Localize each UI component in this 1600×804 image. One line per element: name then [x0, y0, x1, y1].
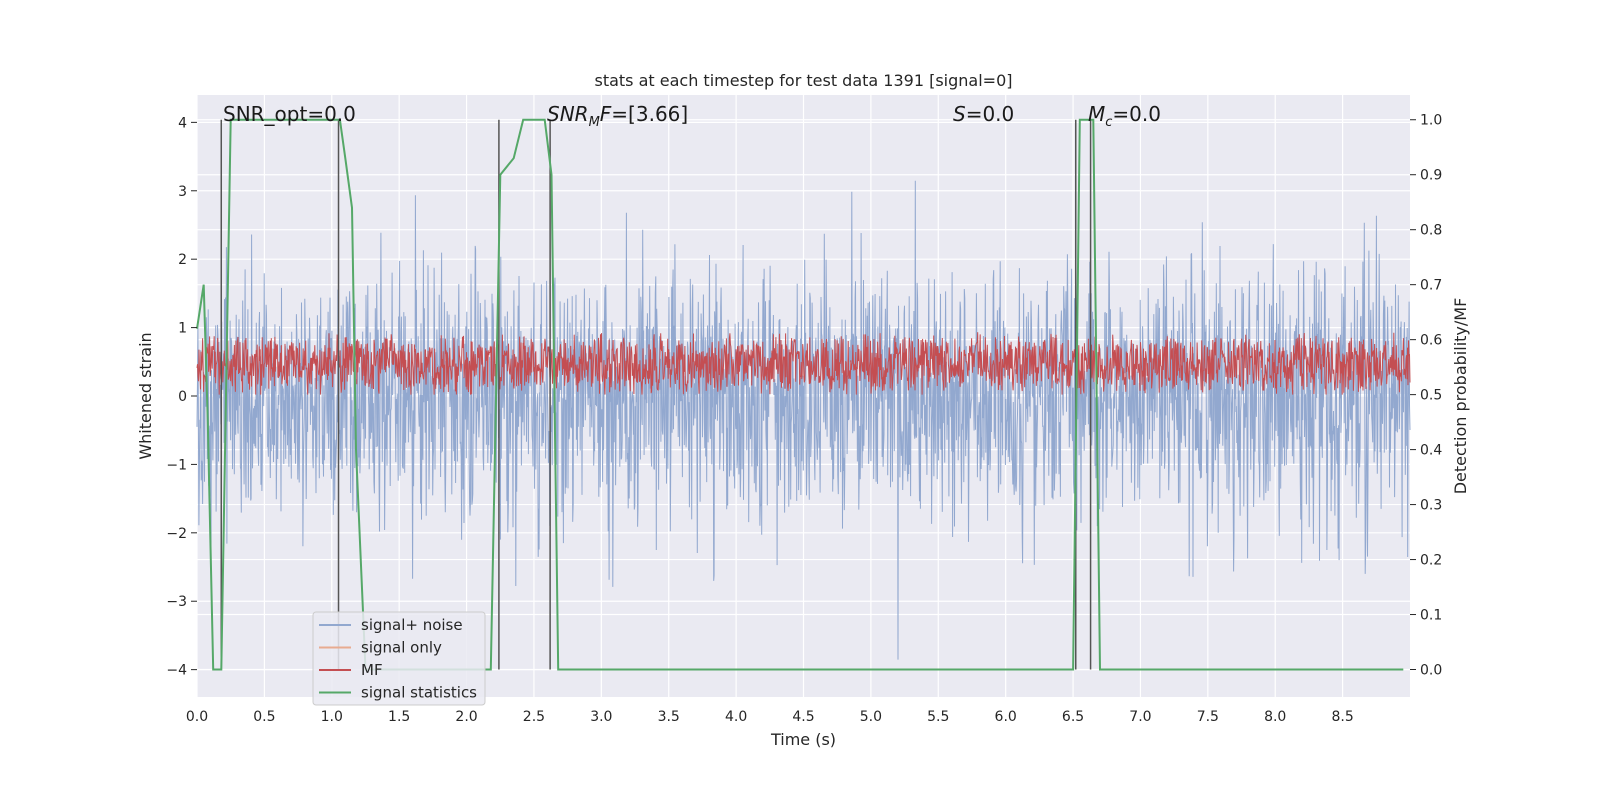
- x-tick-label: 5.0: [860, 709, 882, 725]
- x-tick-label: 1.5: [388, 709, 410, 725]
- y2-tick-label: 1.0: [1420, 113, 1442, 129]
- y-tick-label: −2: [166, 526, 187, 542]
- x-tick-label: 8.5: [1331, 709, 1353, 725]
- signal-noise-line: [196, 180, 1411, 660]
- x-tick-label: 4.5: [792, 709, 814, 725]
- y2-tick-label: 0.6: [1420, 333, 1442, 349]
- y-tick-label: 2: [178, 252, 187, 268]
- annotation-label: SNRMF=[3.66]: [547, 102, 688, 130]
- legend-label: signal statistics: [361, 684, 477, 702]
- x-tick-label: 2.0: [455, 709, 477, 725]
- y-tick-label: 1: [178, 321, 187, 337]
- annotation-label: Mc=0.0: [1088, 102, 1161, 130]
- x-tick-label: 4.0: [725, 709, 747, 725]
- x-tick-label: 6.0: [995, 709, 1017, 725]
- y-tick-label: −3: [166, 594, 187, 610]
- y2-tick-label: 0.3: [1420, 498, 1442, 514]
- legend: signal+ noise signal only MF signal statist…: [312, 611, 486, 706]
- legend-label: signal only: [361, 639, 442, 657]
- x-tick-label: 3.5: [658, 709, 680, 725]
- ticks: 0.0 0.5 1.0 1.5 2.0 2.5 3.0 3.5 4.0 4.5 5.0 5.5 6.0 6…: [166, 113, 1442, 725]
- x-axis-title: Time (s): [770, 730, 836, 749]
- annotation-label: SNR_opt=0.0: [223, 102, 356, 126]
- signal-statistics-series: [196, 118, 1404, 671]
- x-tick-label: 8.0: [1264, 709, 1286, 725]
- y-tick-label: −4: [166, 663, 187, 679]
- x-tick-label: 6.5: [1062, 709, 1084, 725]
- chart-title: stats at each timestep for test data 139…: [594, 71, 1012, 90]
- x-tick-label: 2.5: [523, 709, 545, 725]
- y-tick-label: 4: [178, 115, 187, 131]
- annotations: SNR_opt=0.0 SNRMF=[3.66] S=0.0 Mc=0.0: [223, 102, 1161, 130]
- x-tick-label: 1.0: [321, 709, 343, 725]
- y2-axis-title: Detection probability/MF: [1451, 298, 1470, 495]
- y-tick-label: −1: [166, 457, 187, 473]
- x-tick-label: 0.0: [186, 709, 208, 725]
- y2-tick-label: 0.5: [1420, 388, 1442, 404]
- y2-tick-label: 0.8: [1420, 223, 1442, 239]
- y-axis-title: Whitened strain: [136, 332, 155, 459]
- y2-tick-label: 0.0: [1420, 663, 1442, 679]
- y2-tick-label: 0.2: [1420, 553, 1442, 569]
- x-tick-label: 5.5: [927, 709, 949, 725]
- x-tick-label: 7.5: [1197, 709, 1219, 725]
- legend-label: MF: [361, 661, 383, 679]
- y2-tick-label: 0.7: [1420, 278, 1442, 294]
- signal-noise-series: [196, 180, 1411, 660]
- y2-tick-label: 0.9: [1420, 168, 1442, 184]
- signal-statistics-line: [196, 118, 1404, 671]
- y-tick-label: 0: [178, 389, 187, 405]
- y2-tick-label: 0.1: [1420, 608, 1442, 624]
- legend-box: [312, 611, 486, 706]
- x-tick-label: 7.0: [1129, 709, 1151, 725]
- y2-tick-label: 0.4: [1420, 443, 1442, 459]
- annotation-label: S=0.0: [953, 102, 1014, 126]
- mf-line: [196, 332, 1411, 395]
- x-tick-label: 3.0: [590, 709, 612, 725]
- legend-label: signal+ noise: [361, 616, 463, 634]
- x-tick-label: 0.5: [253, 709, 275, 725]
- mf-series: [196, 332, 1411, 395]
- y-tick-label: 3: [178, 184, 187, 200]
